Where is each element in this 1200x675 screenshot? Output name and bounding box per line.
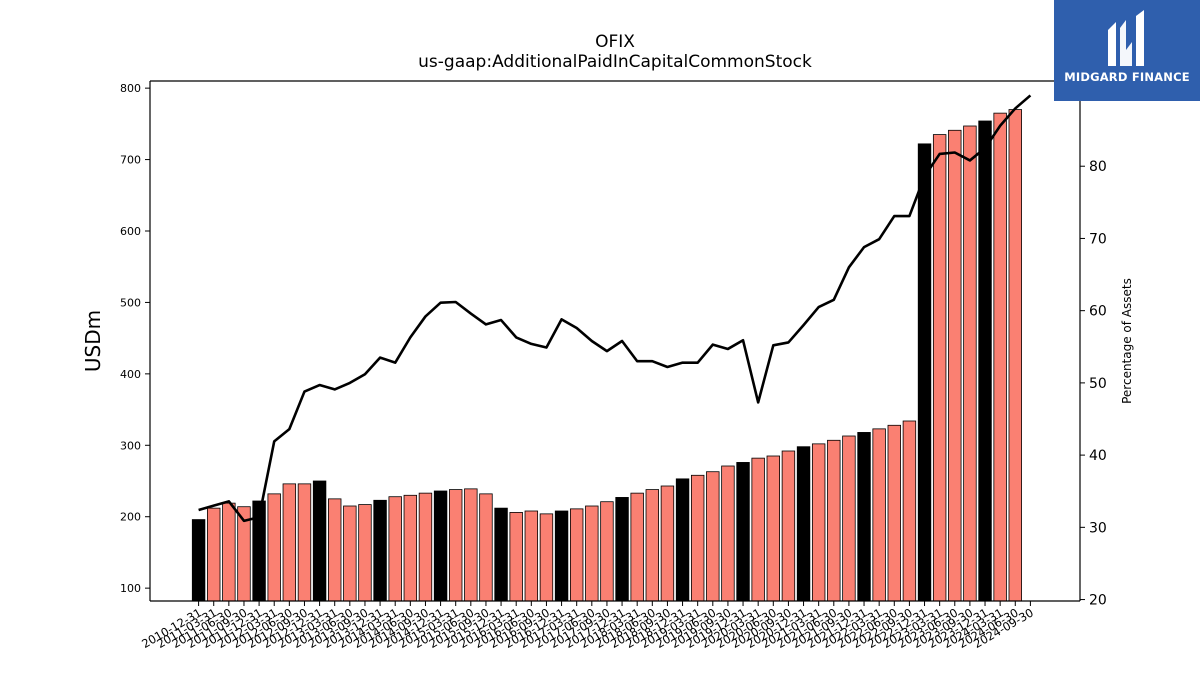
brand-name: MIDGARD FINANCE [1064, 70, 1190, 84]
bar [827, 439, 841, 602]
bar [494, 507, 508, 602]
bar [615, 497, 629, 602]
y-tick-label: 600 [120, 225, 141, 238]
bar [297, 483, 312, 602]
bar [524, 510, 539, 602]
bar [388, 496, 402, 602]
y2-tick-label: 30 [1089, 520, 1107, 536]
bar [1008, 109, 1022, 602]
bar [448, 489, 463, 602]
bar [191, 519, 206, 602]
y-tick-label: 500 [120, 296, 141, 309]
bar [978, 120, 992, 602]
bar [267, 493, 281, 602]
y2-tick-label: 40 [1089, 448, 1107, 464]
bar [418, 492, 433, 602]
bar [630, 492, 644, 602]
bar [222, 502, 236, 602]
brand-logo: MIDGARD FINANCE [1054, 0, 1200, 101]
logo-mark-icon [1108, 10, 1144, 66]
bar [585, 505, 599, 602]
chart-title: OFIX [595, 32, 635, 52]
y-tick-label: 300 [120, 439, 141, 452]
bar [312, 480, 327, 602]
bar [464, 488, 478, 602]
y2-tick-label: 80 [1089, 159, 1107, 175]
bar [796, 446, 811, 602]
bar [902, 420, 917, 602]
bar [554, 510, 569, 602]
bar [751, 457, 765, 602]
bar [403, 494, 418, 602]
bar [766, 455, 781, 602]
bar [872, 428, 886, 602]
y-tick-label: 200 [120, 511, 141, 524]
bar [781, 450, 796, 602]
bar [282, 483, 297, 602]
y2-tick-label: 70 [1089, 231, 1107, 247]
bar [328, 498, 342, 602]
bar [600, 501, 614, 602]
bar [433, 490, 448, 602]
bar [721, 465, 735, 602]
bar [509, 512, 523, 602]
bar [736, 462, 750, 602]
y2-tick-label: 60 [1089, 304, 1107, 320]
bar [887, 424, 901, 602]
bar [917, 143, 932, 602]
bar [993, 112, 1007, 602]
bar [932, 134, 947, 602]
y-tick-label: 700 [120, 154, 141, 167]
y-tick-label: 100 [120, 582, 141, 595]
chart-subtitle: us-gaap:AdditionalPaidInCapitalCommonSto… [418, 52, 812, 72]
bar [690, 474, 705, 602]
y-tick-label: 400 [120, 368, 141, 381]
bar [948, 129, 962, 602]
bar [569, 508, 584, 602]
percentage-line [198, 94, 1032, 523]
bar [479, 493, 493, 602]
y-axis-label: USDm [81, 310, 105, 372]
y2-tick-label: 50 [1089, 376, 1107, 392]
bar [343, 505, 357, 602]
bar [373, 499, 387, 602]
bar [842, 435, 856, 602]
bar [358, 504, 372, 602]
bar [857, 432, 871, 602]
y-tick-label: 800 [120, 82, 141, 95]
bar [207, 507, 221, 602]
bar [963, 125, 977, 602]
bar [660, 485, 675, 602]
y2-tick-label: 20 [1089, 593, 1107, 609]
bar [706, 471, 720, 602]
y2-axis-label: Percentage of Assets [1120, 278, 1134, 404]
bar [539, 513, 554, 602]
bar [675, 478, 690, 602]
bar [811, 443, 826, 602]
bar [645, 489, 660, 602]
